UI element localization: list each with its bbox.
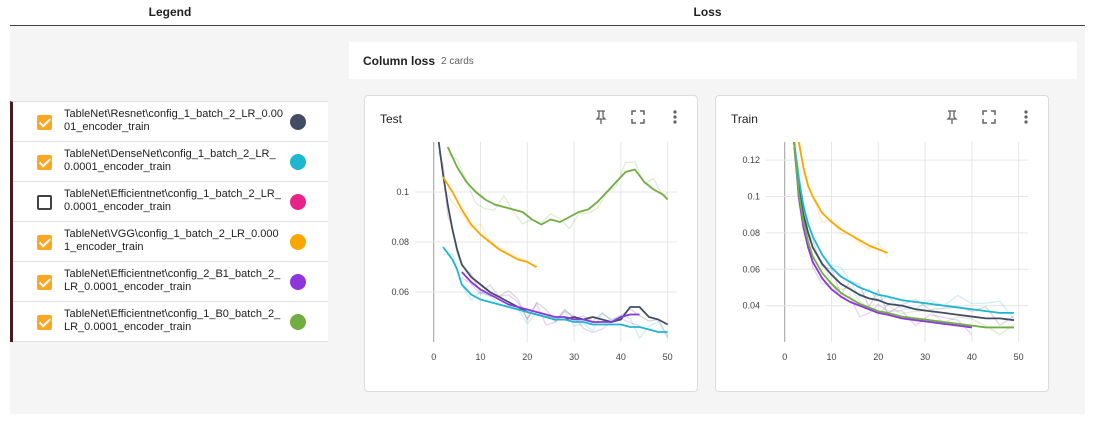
loss-header: Loss xyxy=(693,5,722,19)
y-tick-label: 0.06 xyxy=(391,287,409,297)
color-swatch[interactable] xyxy=(290,154,306,170)
legend-item-label: TableNet\DenseNet\config_1_batch_2_LR_0.… xyxy=(64,148,276,173)
more-vert-icon[interactable] xyxy=(1018,109,1034,125)
header-divider xyxy=(10,25,1085,26)
x-tick-label: 0 xyxy=(782,352,787,362)
line-chart-train[interactable]: 0 10 20 30 40 50 0.04 0.06 0.08 0.1 0.12 xyxy=(716,136,1050,371)
legend-item-label: TableNet\Efficientnet\config_2_B1_batch_… xyxy=(64,268,281,293)
fullscreen-icon[interactable] xyxy=(981,109,997,125)
x-tick-label: 30 xyxy=(569,352,579,362)
x-tick-label: 20 xyxy=(522,352,532,362)
series-line xyxy=(442,246,668,333)
legend-item-efficientnet-config1[interactable]: TableNet\Efficientnet\config_1_batch_2_L… xyxy=(13,182,328,222)
x-tick-label: 50 xyxy=(1014,352,1024,362)
y-tick-label: 0.1 xyxy=(747,192,760,202)
legend-item-resnet[interactable]: TableNet\Resnet\config_1_batch_2_LR_0.00… xyxy=(13,102,328,142)
legend-item-vgg[interactable]: TableNet\VGG\config_1_batch_2_LR_0.0001_… xyxy=(13,222,328,262)
x-tick-label: 40 xyxy=(616,352,626,362)
series-line xyxy=(793,142,972,329)
legend-list: TableNet\Resnet\config_1_batch_2_LR_0.00… xyxy=(10,101,328,342)
card-title: Train xyxy=(731,112,758,126)
x-tick-label: 30 xyxy=(920,352,930,362)
series-line xyxy=(793,142,1014,314)
series-line xyxy=(793,142,1015,322)
more-vert-icon[interactable] xyxy=(667,109,683,125)
x-tick-label: 0 xyxy=(431,352,436,362)
legend-item-densenet[interactable]: TableNet\DenseNet\config_1_batch_2_LR_0.… xyxy=(13,142,328,182)
legend-item-label: TableNet\Resnet\config_1_batch_2_LR_0.00… xyxy=(64,108,283,133)
pin-icon[interactable] xyxy=(944,109,960,125)
legend-header: Legend xyxy=(148,5,192,19)
series-line xyxy=(793,142,1014,329)
legend-item-label: TableNet\Efficientnet\config_1_B0_batch_… xyxy=(64,308,281,333)
fullscreen-icon[interactable] xyxy=(630,109,646,125)
y-tick-label: 0.1 xyxy=(396,187,409,197)
raw-series-line xyxy=(437,151,669,337)
legend-item-efficientnet-b1[interactable]: TableNet\Efficientnet\config_2_B1_batch_… xyxy=(13,262,328,302)
line-chart-test[interactable]: 0 10 20 30 40 50 0.06 0.08 0.1 xyxy=(365,136,699,371)
raw-series-line xyxy=(443,253,669,340)
series-line xyxy=(461,271,640,323)
y-tick-label: 0.12 xyxy=(742,155,760,165)
card-group-header[interactable]: Column loss 2 cards xyxy=(349,42,1077,79)
color-swatch[interactable] xyxy=(290,194,306,210)
legend-item-efficientnet-b0[interactable]: TableNet\Efficientnet\config_1_B0_batch_… xyxy=(13,302,328,342)
legend-item-label: TableNet\VGG\config_1_batch_2_LR_0.0001_… xyxy=(64,228,279,253)
card-group-title: Column loss xyxy=(363,54,436,68)
x-tick-label: 40 xyxy=(967,352,977,362)
raw-series-line xyxy=(447,153,669,230)
y-tick-label: 0.08 xyxy=(391,237,409,247)
raw-series-line xyxy=(793,142,1015,336)
series-line xyxy=(797,142,888,254)
y-tick-label: 0.04 xyxy=(742,301,760,311)
checkbox[interactable] xyxy=(37,195,52,210)
y-tick-label: 0.06 xyxy=(742,264,760,274)
color-swatch[interactable] xyxy=(290,114,306,130)
x-tick-label: 20 xyxy=(873,352,883,362)
chart-card-train: Train 0 10 20 30 40 50 0.04 0.06 0.08 0.1 0.12 xyxy=(715,95,1049,392)
x-tick-label: 50 xyxy=(663,352,673,362)
series-line xyxy=(446,146,669,226)
checkbox[interactable] xyxy=(37,115,52,130)
card-title: Test xyxy=(380,112,403,126)
checkbox[interactable] xyxy=(37,155,52,170)
raw-series-line xyxy=(793,151,1015,327)
checkbox[interactable] xyxy=(37,315,52,330)
card-count: 2 cards xyxy=(441,56,474,67)
color-swatch[interactable] xyxy=(290,274,306,290)
color-swatch[interactable] xyxy=(290,314,306,330)
x-tick-label: 10 xyxy=(475,352,485,362)
color-swatch[interactable] xyxy=(290,234,306,250)
series-line xyxy=(442,176,538,268)
legend-item-label: TableNet\Efficientnet\config_1_batch_2_L… xyxy=(64,188,281,213)
pin-icon[interactable] xyxy=(593,109,609,125)
x-tick-label: 10 xyxy=(826,352,836,362)
chart-card-test: Test 0 10 20 30 40 50 0.06 0.08 0.1 xyxy=(364,95,698,392)
checkbox[interactable] xyxy=(37,275,52,290)
series-line xyxy=(437,142,669,326)
raw-series-line xyxy=(461,276,640,334)
y-tick-label: 0.08 xyxy=(742,228,760,238)
checkbox[interactable] xyxy=(37,235,52,250)
